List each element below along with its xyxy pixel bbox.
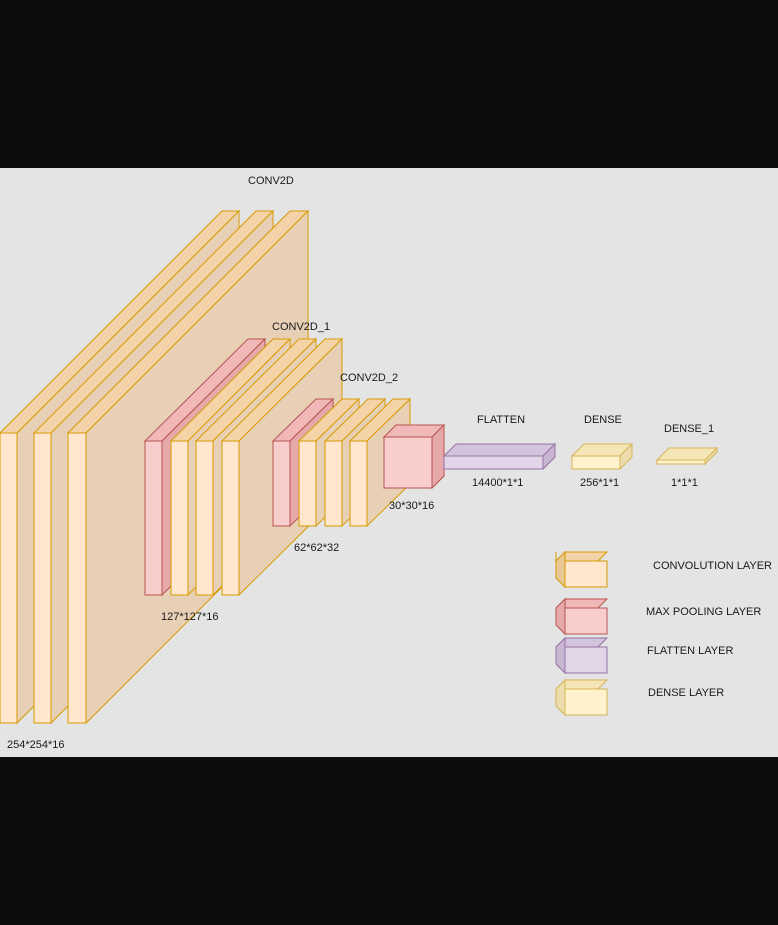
dim-label: 14400*1*1 xyxy=(472,477,523,489)
dim-label: 62*62*32 xyxy=(294,542,339,554)
maxpool-cube xyxy=(382,423,446,490)
legend-item-flatten: FLATTEN LAYER xyxy=(554,636,733,675)
conv2d-1-title: CONV2D_1 xyxy=(272,321,330,333)
dense-layer xyxy=(570,442,634,471)
conv2d-2-title: CONV2D_2 xyxy=(340,372,398,384)
top-letterbox xyxy=(0,0,778,168)
max-pooling-layer-swatch xyxy=(554,597,609,636)
dim-label: 1*1*1 xyxy=(671,477,698,489)
dim-label: 254*254*16 xyxy=(7,739,65,751)
legend-label: FLATTEN LAYER xyxy=(647,645,733,657)
dense-1-title: DENSE_1 xyxy=(664,423,714,435)
flatten-layer-swatch xyxy=(554,636,609,675)
dense-1-layer xyxy=(655,446,719,466)
dim-label: 256*1*1 xyxy=(580,477,619,489)
dense-layer-swatch xyxy=(554,678,609,717)
dim-label: 127*127*16 xyxy=(161,611,219,623)
legend: CONVOLUTION LAYER MAX POOLING LAYER FLAT… xyxy=(554,550,772,717)
dense-title: DENSE xyxy=(584,414,622,426)
convolution-layer-swatch xyxy=(554,550,609,589)
dim-label: 30*30*16 xyxy=(389,500,434,512)
legend-item-max-pooling: MAX POOLING LAYER xyxy=(554,597,761,636)
legend-item-dense: DENSE LAYER xyxy=(554,678,724,717)
legend-item-convolution: CONVOLUTION LAYER xyxy=(554,550,772,589)
legend-label: CONVOLUTION LAYER xyxy=(653,560,772,572)
legend-label: MAX POOLING LAYER xyxy=(646,606,761,618)
bottom-letterbox xyxy=(0,757,778,925)
conv2d-title: CONV2D xyxy=(248,175,294,187)
legend-label: DENSE LAYER xyxy=(648,687,724,699)
flatten-layer xyxy=(442,442,557,471)
flatten-title: FLATTEN xyxy=(477,414,525,426)
